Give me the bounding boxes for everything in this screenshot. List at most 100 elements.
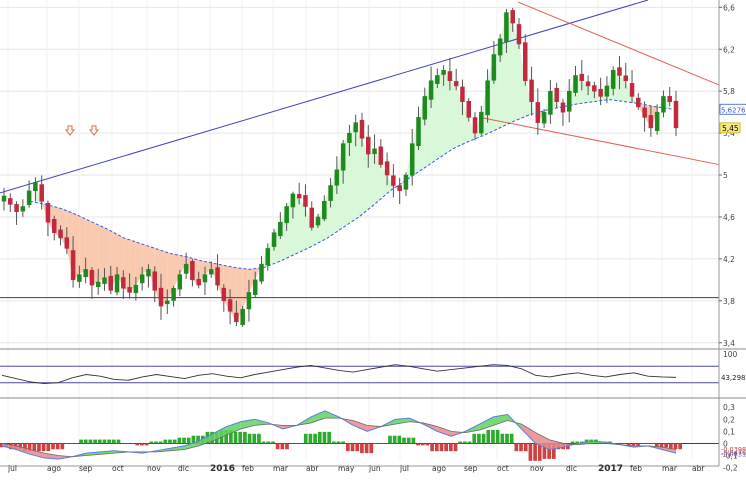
candle-body — [240, 308, 245, 325]
macd-panel — [0, 397, 746, 461]
trend-line-upper — [0, 0, 649, 194]
macd-fill-positive — [310, 410, 325, 423]
x-tick-label: nov — [147, 464, 161, 473]
candle-body — [661, 96, 666, 113]
macd-histogram-bar — [41, 443, 46, 452]
ma-line — [29, 99, 673, 270]
macd-histogram-bar — [303, 433, 308, 444]
macd-histogram-bar — [640, 443, 645, 444]
macd-histogram-bar — [430, 443, 434, 452]
macd-histogram-bar — [27, 443, 32, 452]
macd-histogram-bar — [135, 443, 140, 446]
y-tick-label: 6,6 — [723, 3, 735, 12]
macd-histogram-bar — [116, 439, 121, 444]
macd-histogram-bar — [266, 441, 271, 444]
x-tick-label: 2016 — [210, 464, 235, 474]
macd-histogram-bar — [299, 443, 303, 444]
fill-below-ma — [98, 224, 105, 282]
macd-fill-negative — [44, 453, 59, 460]
macd-histogram-bar — [528, 443, 533, 461]
macd-histogram-bar — [645, 443, 650, 444]
candle-body — [284, 206, 289, 224]
macd-histogram-bar — [308, 433, 313, 444]
y-tick-label: 4,2 — [723, 255, 735, 264]
candle-body — [453, 81, 459, 87]
macd-tick-label: 0,3 — [723, 403, 735, 412]
signal-arrows — [64, 125, 100, 136]
candle-body — [246, 292, 252, 310]
macd-histogram-bar — [140, 443, 144, 446]
macd-histogram-bar — [434, 443, 439, 452]
candle-body — [234, 312, 239, 323]
candle-body — [592, 85, 597, 92]
fill-above-ma — [361, 138, 369, 215]
fill-below-ma — [248, 268, 256, 293]
macd-histogram-bar — [102, 439, 107, 444]
candle-body — [215, 267, 220, 286]
price-value-label: 5,45 — [722, 124, 739, 133]
macd-fill-negative — [521, 424, 536, 444]
candle-body — [485, 80, 490, 116]
candle-body — [479, 111, 484, 134]
macd-histogram-bar — [60, 443, 65, 450]
macd-histogram-bar — [491, 429, 495, 444]
x-tick-label: mar — [273, 464, 289, 473]
grid-lines — [0, 0, 719, 460]
moving-average-line — [29, 99, 673, 270]
candle-body — [70, 250, 76, 281]
macd-histogram-bar — [388, 435, 392, 444]
macd-histogram-bar — [364, 443, 369, 454]
macd-histogram-bar — [0, 443, 4, 448]
candle-body — [366, 136, 371, 155]
candle-body — [177, 274, 183, 290]
x-tick-label: jul — [7, 464, 17, 473]
macd-histogram-bar — [177, 437, 182, 444]
candle-body — [347, 132, 352, 143]
candle-body — [127, 287, 132, 293]
macd-histogram-bar — [411, 437, 416, 444]
candle-body — [629, 83, 635, 97]
macd-histogram-bar — [622, 443, 626, 444]
candle-body — [617, 67, 622, 76]
candle-body — [372, 148, 377, 155]
macd-fill-positive — [86, 451, 101, 456]
macd-histogram-bar — [374, 443, 378, 444]
fill-above-ma — [657, 96, 664, 113]
candle-body — [409, 143, 415, 176]
fill-above-ma — [619, 75, 626, 102]
macd-histogram-bar — [542, 443, 547, 459]
fill-below-ma — [142, 244, 149, 275]
candle-body — [428, 80, 434, 100]
candle-body — [322, 201, 327, 220]
candle-body — [466, 100, 471, 118]
candle-body — [196, 279, 201, 286]
candle-body — [654, 111, 660, 131]
candle-body — [89, 270, 95, 286]
macd-histogram-bar — [636, 443, 640, 446]
fill-above-ma — [387, 175, 394, 194]
macd-tick-label: 0 — [723, 439, 728, 448]
trend-line-support — [479, 116, 720, 166]
candle-body — [541, 111, 547, 124]
macd-histogram-bar — [346, 443, 350, 452]
candle-body — [667, 96, 672, 102]
macd-histogram-bar — [439, 443, 444, 452]
candle-body — [585, 81, 591, 87]
macd-histogram-bar — [69, 443, 74, 444]
candle-body — [39, 184, 44, 202]
fill-below-ma — [85, 218, 92, 286]
candle-body — [435, 75, 440, 84]
candle-body — [636, 97, 641, 108]
candle-body — [573, 75, 578, 93]
candle-body — [296, 193, 302, 199]
macd-histogram-bar — [570, 441, 575, 444]
macd-histogram-bar — [668, 443, 673, 450]
candle-body — [610, 69, 616, 89]
macd-histogram-bar — [229, 429, 233, 444]
trend-lines — [0, 0, 720, 299]
fill-below-ma — [129, 239, 136, 293]
y-tick-label: 4,6 — [723, 213, 735, 222]
macd-fill-negative — [30, 449, 45, 458]
x-tick-label: jun — [368, 464, 381, 473]
